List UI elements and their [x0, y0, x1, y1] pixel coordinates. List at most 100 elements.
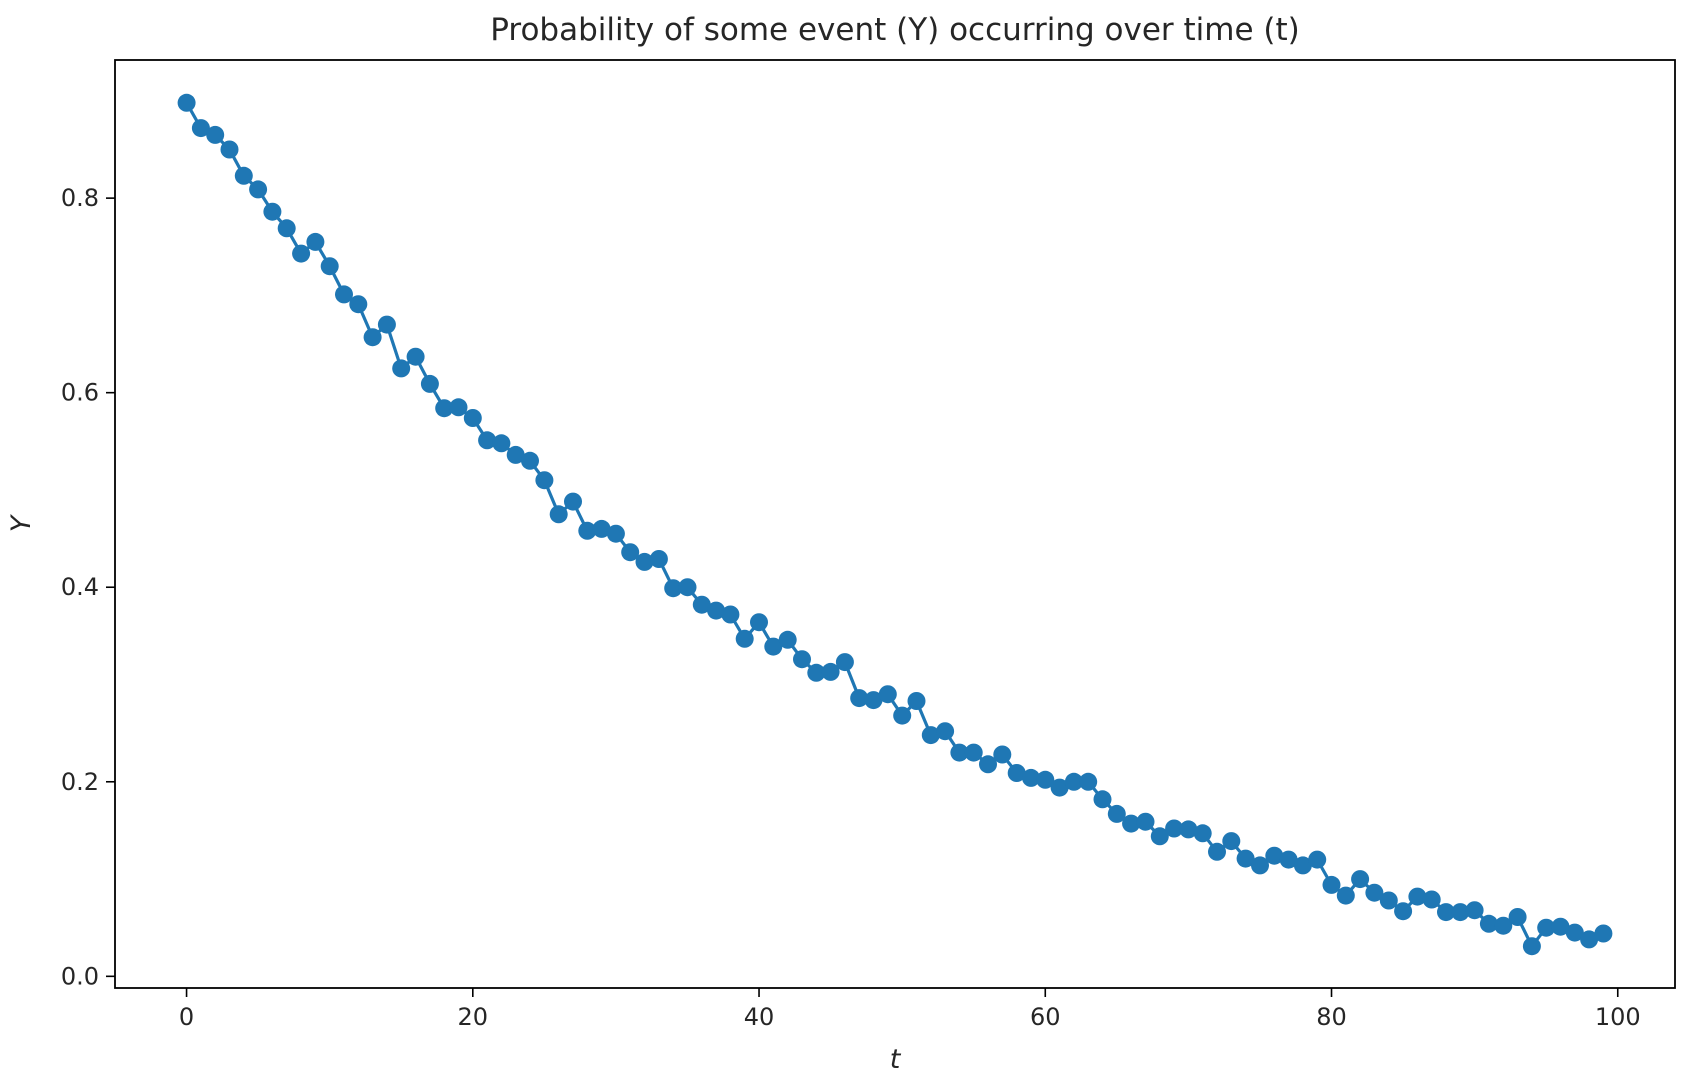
- data-point: [492, 434, 511, 453]
- data-point: [692, 595, 711, 614]
- data-point: [1265, 846, 1284, 865]
- data-point: [1551, 917, 1570, 936]
- x-tick-label: 80: [1316, 1003, 1347, 1031]
- data-point: [592, 519, 611, 538]
- data-point: [707, 601, 726, 620]
- y-tick-label: 0.2: [61, 768, 99, 796]
- data-point: [463, 409, 482, 427]
- data-point: [1351, 870, 1370, 889]
- data-point: [1336, 886, 1355, 905]
- data-point: [377, 315, 396, 334]
- data-point: [1479, 914, 1498, 933]
- data-point: [1179, 820, 1198, 839]
- data-point: [1193, 824, 1212, 843]
- data-point: [320, 257, 339, 276]
- data-point: [206, 125, 225, 144]
- data-point: [1022, 768, 1040, 787]
- data-point: [678, 578, 697, 597]
- data-layer: [177, 93, 1613, 956]
- data-point: [249, 180, 268, 199]
- data-point: [1064, 772, 1083, 791]
- data-point: [649, 550, 668, 568]
- data-point: [392, 359, 411, 378]
- data-point: [277, 219, 296, 238]
- data-point: [1365, 883, 1384, 902]
- data-point: [435, 399, 454, 418]
- data-point: [1580, 930, 1599, 949]
- data-point: [535, 471, 554, 490]
- data-point: [1537, 918, 1556, 937]
- data-point: [306, 232, 325, 251]
- data-point: [234, 166, 253, 185]
- tick-layer: 0 20 40 60 80 100 0.0 0.2 0.4 0.6 0.8: [61, 184, 1641, 1031]
- data-point: [635, 552, 654, 571]
- data-point: [1251, 856, 1269, 875]
- x-tick-label: 60: [1030, 1003, 1061, 1031]
- data-point: [735, 629, 754, 648]
- data-point: [893, 706, 912, 725]
- data-point: [363, 328, 382, 347]
- data-point: [1007, 764, 1026, 782]
- data-point: [1122, 814, 1141, 833]
- data-point: [292, 244, 311, 263]
- data-point: [1508, 908, 1527, 926]
- data-point: [807, 663, 826, 682]
- data-point: [907, 692, 926, 710]
- data-point: [1050, 778, 1069, 797]
- data-point: [936, 722, 955, 741]
- data-point: [864, 691, 883, 710]
- data-point: [1208, 842, 1226, 861]
- data-point: [1293, 856, 1312, 875]
- data-point: [578, 521, 597, 540]
- data-point: [1150, 827, 1169, 846]
- data-point: [1408, 887, 1427, 906]
- data-point: [564, 492, 582, 511]
- data-point: [964, 743, 983, 762]
- y-axis-label: Y: [6, 513, 37, 532]
- data-point: [506, 445, 525, 464]
- x-tick-label: 0: [179, 1003, 194, 1031]
- x-tick-label: 20: [458, 1003, 489, 1031]
- chart-title: Probability of some event (Y) occurring …: [490, 12, 1299, 48]
- data-point: [263, 202, 282, 221]
- data-point: [764, 637, 783, 656]
- y-tick-label: 0.6: [61, 379, 99, 407]
- data-point: [220, 140, 239, 159]
- data-point: [979, 755, 997, 774]
- data-point: [1222, 832, 1241, 851]
- y-tick-label: 0.4: [61, 573, 99, 601]
- data-point: [778, 630, 797, 649]
- series-line: [185, 102, 1605, 948]
- x-axis-label: t: [890, 1044, 902, 1075]
- data-point: [1036, 770, 1055, 789]
- data-point: [191, 119, 210, 138]
- data-point: [921, 726, 940, 745]
- data-point: [549, 505, 568, 524]
- data-point: [349, 295, 368, 314]
- data-point: [521, 451, 539, 470]
- data-point: [1522, 937, 1541, 956]
- data-point: [1422, 890, 1441, 909]
- data-point: [821, 662, 840, 681]
- data-point: [177, 93, 196, 112]
- data-point: [993, 745, 1012, 764]
- data-point: [478, 431, 497, 450]
- data-point: [335, 285, 353, 304]
- plot-area-frame: [114, 59, 1676, 989]
- data-point: [1236, 849, 1255, 868]
- data-point: [1494, 916, 1513, 935]
- data-point: [449, 398, 468, 417]
- data-point: [621, 543, 640, 562]
- data-point: [420, 374, 439, 393]
- y-tick-label: 0.8: [61, 184, 99, 212]
- data-point: [1451, 903, 1470, 922]
- data-point: [1107, 804, 1126, 823]
- data-point: [1394, 902, 1413, 921]
- x-tick-label: 40: [744, 1003, 775, 1031]
- data-point: [1594, 924, 1613, 943]
- data-point: [1322, 875, 1341, 894]
- data-point: [1093, 790, 1112, 809]
- data-point: [1379, 891, 1398, 910]
